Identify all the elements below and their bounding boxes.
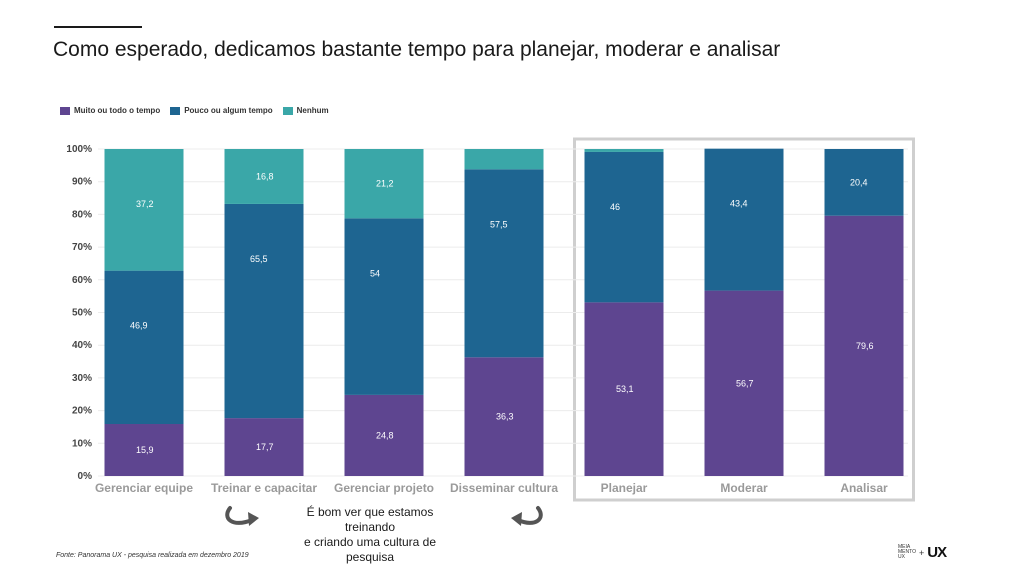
logo-mark-line: MENTO bbox=[898, 549, 916, 555]
bar-segment-pouco-ou-algum-tempo-gerenciar-projeto bbox=[344, 218, 424, 395]
data-label: 20,4 bbox=[850, 177, 868, 187]
legend-swatch-muito bbox=[60, 106, 70, 115]
data-label: 15,9 bbox=[136, 445, 154, 455]
bar-segment-pouco-ou-algum-tempo-moderar bbox=[704, 148, 784, 291]
curved-arrow-left-icon bbox=[225, 506, 254, 525]
bar-segment-muito-ou-todo-o-tempo-gerenciar-equipe bbox=[104, 424, 184, 476]
bar-segment-pouco-ou-algum-tempo-planejar bbox=[584, 151, 664, 303]
bar-segment-pouco-ou-algum-tempo-disseminar-cultura bbox=[464, 169, 544, 358]
data-label: 17,7 bbox=[256, 442, 274, 452]
logo-mark-line: UX bbox=[898, 554, 905, 560]
x-category-label: Disseminar cultura bbox=[450, 481, 558, 495]
y-tick-label: 70% bbox=[72, 242, 92, 253]
x-category-label: Analisar bbox=[840, 481, 888, 495]
arrow-head-right-icon bbox=[511, 512, 522, 526]
y-tick-label: 40% bbox=[72, 340, 92, 351]
bar-segment-muito-ou-todo-o-tempo-treinar-e-capacitar bbox=[224, 418, 304, 476]
bar-segment-muito-ou-todo-o-tempo-analisar bbox=[824, 215, 904, 476]
y-tick-label: 10% bbox=[72, 438, 92, 449]
legend-swatch-pouco bbox=[170, 106, 181, 115]
chart-legend: Muito ou todo o tempo Pouco ou algum tem… bbox=[60, 106, 329, 115]
x-category-label: Moderar bbox=[720, 481, 768, 495]
bar-segment-muito-ou-todo-o-tempo-moderar bbox=[704, 290, 784, 476]
bar-segment-nenhum-gerenciar-equipe bbox=[104, 149, 184, 271]
bar-segment-pouco-ou-algum-tempo-gerenciar-equipe bbox=[104, 270, 184, 425]
data-label: 16,8 bbox=[256, 171, 274, 181]
data-label: 57,5 bbox=[490, 219, 508, 229]
data-label: 65,5 bbox=[250, 254, 268, 264]
data-label: 46 bbox=[610, 202, 620, 212]
bar-segment-muito-ou-todo-o-tempo-gerenciar-projeto bbox=[344, 394, 424, 476]
bar-segment-muito-ou-todo-o-tempo-disseminar-cultura bbox=[464, 357, 544, 476]
y-tick-label: 0% bbox=[78, 471, 93, 482]
legend-label-pouco: Pouco ou algum tempo bbox=[184, 106, 273, 115]
y-tick-label: 60% bbox=[72, 275, 92, 286]
data-label: 46,9 bbox=[130, 321, 148, 331]
y-tick-label: 30% bbox=[72, 373, 92, 384]
highlight-frame bbox=[573, 137, 915, 502]
x-category-label: Gerenciar projeto bbox=[334, 481, 434, 495]
logo-ux: UX bbox=[927, 544, 947, 561]
legend-item-muito: Muito ou todo o tempo bbox=[60, 106, 160, 115]
chart-caption: É bom ver que estamos treinando e criand… bbox=[280, 505, 460, 565]
bar-segment-pouco-ou-algum-tempo-treinar-e-capacitar bbox=[224, 203, 304, 419]
x-category-label: Gerenciar equipe bbox=[95, 481, 193, 495]
y-tick-label: 50% bbox=[72, 308, 92, 319]
legend-label-nenhum: Nenhum bbox=[296, 106, 329, 115]
x-category-label: Treinar e capacitar bbox=[211, 481, 317, 495]
legend-swatch-nenhum bbox=[282, 106, 293, 115]
data-label: 54 bbox=[370, 268, 380, 278]
bar-segment-nenhum-disseminar-cultura bbox=[464, 149, 544, 170]
logo-mark-line: MEIA bbox=[898, 544, 911, 550]
data-label: 56,7 bbox=[736, 378, 754, 388]
data-label: 79,6 bbox=[856, 341, 874, 351]
data-label: 36,3 bbox=[496, 412, 514, 422]
y-tick-label: 20% bbox=[72, 406, 92, 417]
legend-item-nenhum: Nenhum bbox=[282, 106, 329, 115]
legend-label-muito: Muito ou todo o tempo bbox=[74, 106, 161, 115]
logo-mark: MEIA MENTO UX bbox=[898, 545, 916, 560]
data-label: 37,2 bbox=[136, 199, 154, 209]
x-category-label: Planejar bbox=[601, 481, 648, 495]
bar-segment-muito-ou-todo-o-tempo-planejar bbox=[584, 302, 664, 476]
data-label: 21,2 bbox=[376, 179, 394, 189]
bar-segment-pouco-ou-algum-tempo-analisar bbox=[824, 149, 904, 216]
y-tick-label: 80% bbox=[72, 209, 92, 220]
legend-item-pouco: Pouco ou algum tempo bbox=[170, 106, 273, 115]
curved-arrow-right-icon bbox=[516, 506, 543, 525]
caption-line-2: e criando uma cultura de pesquisa bbox=[303, 535, 437, 564]
y-tick-label: 100% bbox=[66, 144, 92, 155]
source-note: Fonte: Panorama UX - pesquisa realizada … bbox=[56, 552, 249, 559]
page-title: Como esperado, dedicamos bastante tempo … bbox=[53, 38, 781, 61]
data-label: 53,1 bbox=[616, 384, 634, 394]
caption-line-1: É bom ver que estamos treinando bbox=[306, 505, 434, 534]
title-rule bbox=[54, 26, 142, 28]
logo-plus: + bbox=[918, 547, 925, 558]
bar-segment-nenhum-treinar-e-capacitar bbox=[224, 149, 304, 204]
y-tick-label: 90% bbox=[72, 177, 92, 188]
data-label: 43,4 bbox=[730, 199, 748, 209]
bar-segment-nenhum-gerenciar-projeto bbox=[344, 149, 424, 219]
data-label: 24,8 bbox=[376, 430, 394, 440]
bar-segment-nenhum-planejar bbox=[584, 149, 664, 152]
brand-logo: MEIA MENTO UX + UX bbox=[898, 544, 947, 561]
arrow-head-left-icon bbox=[248, 512, 259, 526]
